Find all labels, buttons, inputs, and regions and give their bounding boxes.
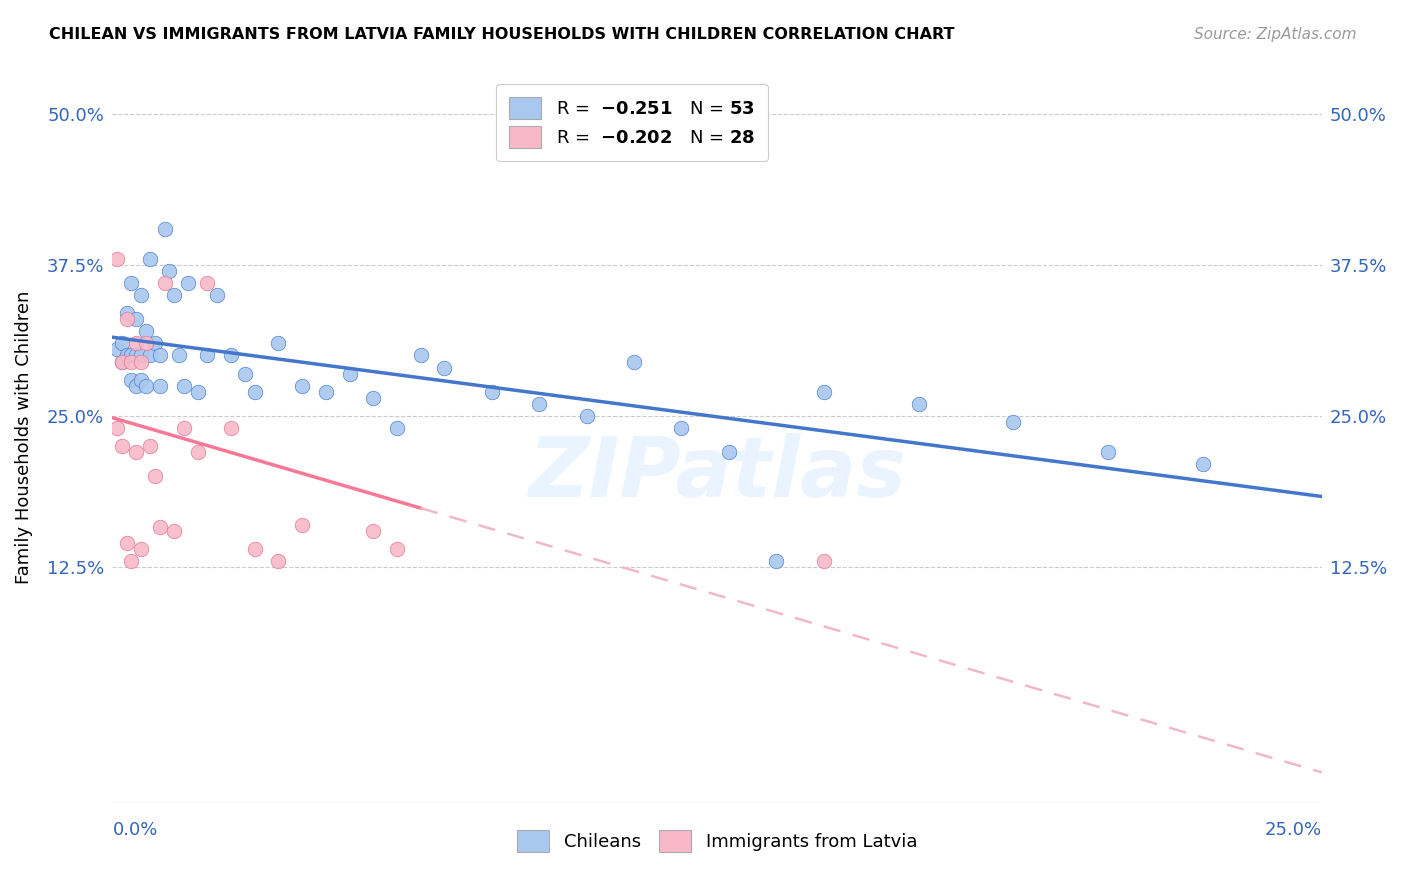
Point [105,252,128,266]
Point [115,349,138,363]
Point [813,554,835,568]
Text: 25.0%: 25.0% [1264,821,1322,839]
Point [149,520,172,534]
Point [129,354,152,368]
Point [385,541,408,556]
Point [219,349,242,363]
Point [267,554,290,568]
Point [120,349,142,363]
Text: CHILEAN VS IMMIGRANTS FROM LATVIA FAMILY HOUSEHOLDS WITH CHILDREN CORRELATION CH: CHILEAN VS IMMIGRANTS FROM LATVIA FAMILY… [49,27,955,42]
Point [120,373,142,387]
Point [153,221,176,235]
Point [149,349,172,363]
Point [167,349,190,363]
Point [120,554,142,568]
Point [135,324,157,338]
Point [195,276,218,290]
Point [125,349,148,363]
Point [1097,445,1119,459]
Point [129,288,152,302]
Point [177,276,200,290]
Point [105,343,128,357]
Point [575,409,598,423]
Point [105,421,128,435]
Legend: Chileans, Immigrants from Latvia: Chileans, Immigrants from Latvia [509,823,925,860]
Point [219,421,242,435]
Point [115,306,138,320]
Point [129,373,152,387]
Point [1002,415,1025,429]
Point [163,524,186,538]
Point [111,354,134,368]
Point [135,336,157,351]
Point [339,367,361,381]
Text: 0.0%: 0.0% [112,821,157,839]
Point [409,349,432,363]
Point [233,367,256,381]
Text: ZIPatlas: ZIPatlas [529,434,905,514]
Point [433,360,456,375]
Point [291,378,314,392]
Point [120,354,142,368]
Point [143,469,166,483]
Point [315,384,337,399]
Point [135,378,157,392]
Point [267,336,290,351]
Point [139,349,162,363]
Point [149,378,172,392]
Point [361,524,384,538]
Point [143,336,166,351]
Point [125,336,148,351]
Point [115,312,138,326]
Point [205,288,228,302]
Point [195,349,218,363]
Y-axis label: Family Households with Children: Family Households with Children [15,291,32,583]
Point [1192,457,1215,471]
Point [125,312,148,326]
Point [187,445,209,459]
Point [120,276,142,290]
Point [813,384,835,399]
Point [129,541,152,556]
Point [173,378,195,392]
Point [163,288,186,302]
Point [157,264,180,278]
Point [385,421,408,435]
Point [243,541,266,556]
Point [111,354,134,368]
Point [125,378,148,392]
Point [717,445,740,459]
Point [125,445,148,459]
Point [765,554,787,568]
Point [173,421,195,435]
Point [111,439,134,453]
Point [291,517,314,532]
Point [187,384,209,399]
Point [529,397,551,411]
Point [153,276,176,290]
Point [139,252,162,266]
Point [907,397,929,411]
Point [623,354,645,368]
Point [129,349,152,363]
Point [115,536,138,550]
Point [361,391,384,405]
Point [139,439,162,453]
Point [671,421,693,435]
Point [243,384,266,399]
Text: Source: ZipAtlas.com: Source: ZipAtlas.com [1194,27,1357,42]
Point [481,384,503,399]
Point [111,336,134,351]
